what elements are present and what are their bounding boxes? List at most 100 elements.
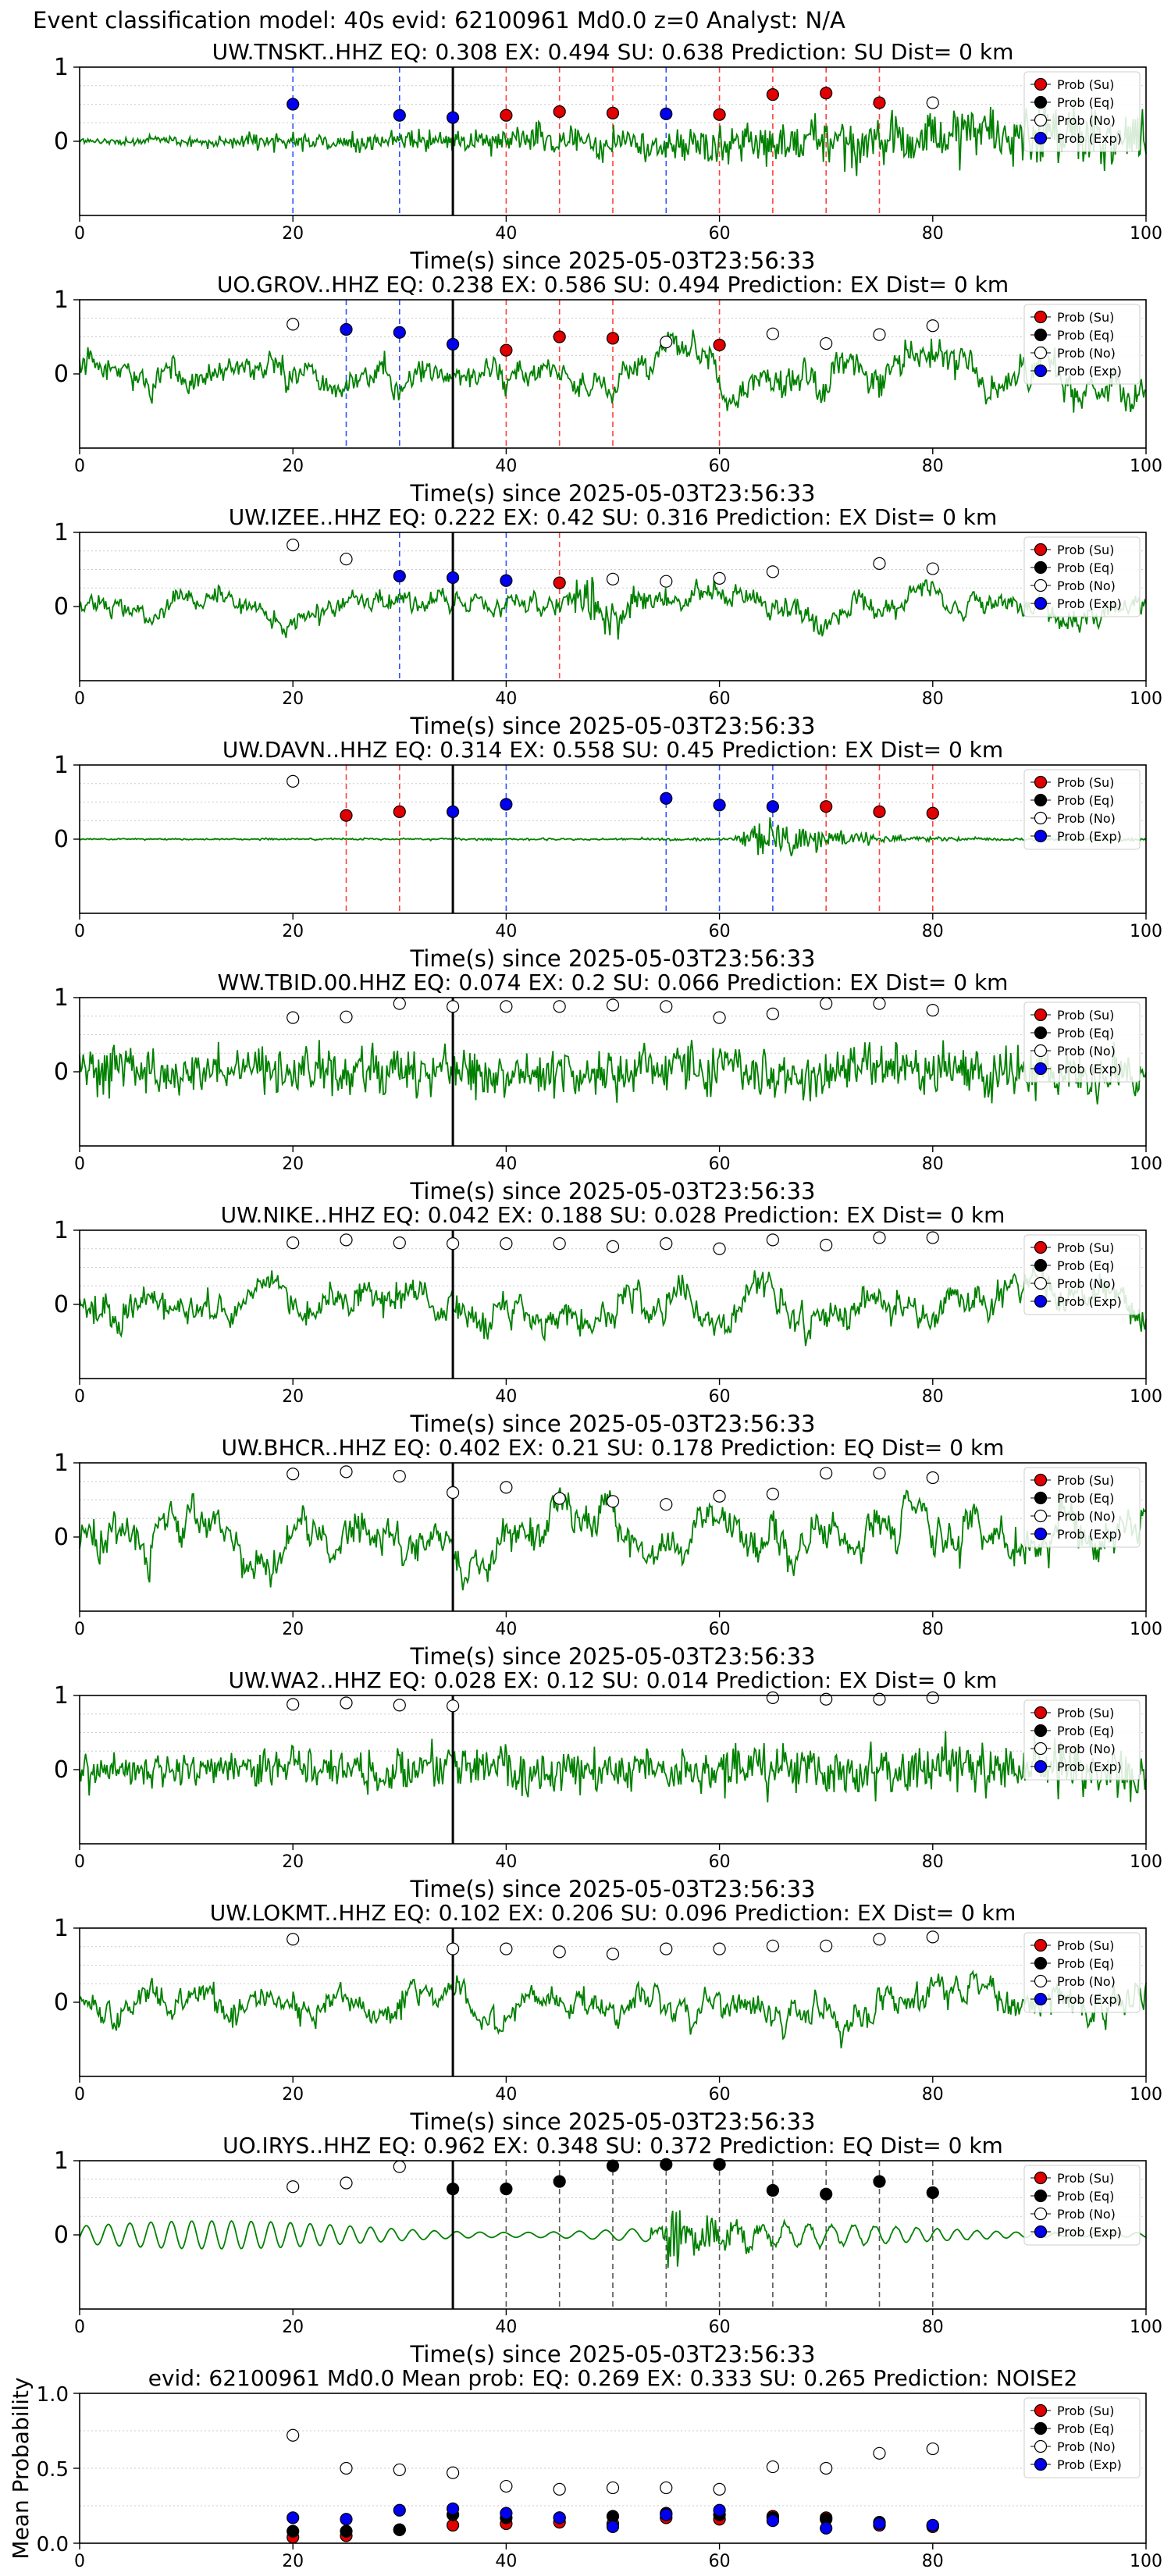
- legend-label: Prob (Eq): [1057, 328, 1114, 343]
- panel-uw-izee--hhz: UW.IZEE..HHZ EQ: 0.222 EX: 0.42 SU: 0.31…: [54, 504, 1162, 739]
- legend-frame: [1023, 2165, 1141, 2246]
- prob-point-no: [446, 2466, 460, 2479]
- prob-point-no: [713, 1242, 726, 1255]
- legend-marker-exp: [1034, 1527, 1048, 1541]
- x-tick-label: 80: [922, 2085, 944, 2105]
- prob-point-no: [766, 565, 780, 578]
- x-axis-label: Time(s) since 2025-05-03T23:56:33: [410, 1411, 816, 1437]
- prob-point-no: [873, 1231, 886, 1244]
- x-tick-label: 100: [1130, 2085, 1162, 2105]
- prob-point-no: [820, 2461, 833, 2475]
- prob-point-no: [606, 572, 620, 585]
- legend-frame: [1023, 1002, 1141, 1083]
- legend-marker-su: [1034, 543, 1048, 557]
- x-tick-label: 0: [74, 1387, 85, 1407]
- y-tick-label: 0: [54, 1756, 69, 1784]
- prob-point-no: [713, 1942, 726, 1955]
- legend-marker-no: [1034, 1509, 1048, 1523]
- prob-point-no: [500, 1000, 513, 1013]
- y-tick-label: 1: [54, 2147, 69, 2175]
- legend-marker-no: [1034, 1044, 1048, 1058]
- y-tick-label: 0: [54, 1059, 69, 1086]
- prob-point-eq: [873, 2175, 886, 2188]
- prob-point-su: [500, 109, 513, 122]
- prob-point-eq: [446, 2183, 460, 2196]
- x-tick-label: 20: [282, 2552, 304, 2571]
- legend-label: Prob (Exp): [1057, 2225, 1122, 2240]
- legend-marker-exp: [1034, 2457, 1048, 2471]
- prob-point-exp: [713, 2503, 726, 2517]
- prob-point-exp: [500, 798, 513, 811]
- panel-title: UW.IZEE..HHZ EQ: 0.222 EX: 0.42 SU: 0.31…: [229, 504, 998, 530]
- x-tick-label: 80: [922, 1620, 944, 1639]
- prob-point-eq: [287, 2524, 300, 2538]
- legend-label: Prob (Exp): [1057, 829, 1122, 844]
- legend-frame: [1023, 1234, 1141, 1315]
- x-tick-label: 60: [709, 689, 731, 709]
- x-tick-label: 20: [282, 922, 304, 941]
- prob-point-no: [446, 1485, 460, 1500]
- waveform-trace: [79, 329, 1147, 413]
- legend-label: Prob (No): [1057, 578, 1116, 593]
- waveform-trace: [79, 817, 1147, 856]
- x-axis-label: Time(s) since 2025-05-03T23:56:33: [410, 1643, 816, 1670]
- x-tick-label: 80: [922, 689, 944, 709]
- prob-point-no: [606, 1495, 620, 1508]
- x-tick-label: 40: [495, 457, 517, 476]
- legend-marker-eq: [1034, 1026, 1048, 1040]
- prob-point-exp: [393, 2503, 406, 2517]
- x-tick-label: 80: [922, 1155, 944, 1174]
- prob-point-no: [873, 2446, 886, 2460]
- panel-title: evid: 62100961 Md0.0 Mean prob: EQ: 0.26…: [148, 2365, 1078, 2391]
- legend-marker-su: [1034, 2403, 1048, 2418]
- panel-title: UW.BHCR..HHZ EQ: 0.402 EX: 0.21 SU: 0.17…: [222, 1435, 1005, 1461]
- x-tick-label: 20: [282, 1155, 304, 1174]
- waveform-trace: [79, 1040, 1147, 1105]
- prob-point-no: [660, 1942, 673, 1955]
- x-tick-label: 20: [282, 2318, 304, 2337]
- prob-point-no: [713, 1011, 726, 1024]
- y-tick-label: 1: [54, 519, 69, 546]
- x-tick-label: 20: [282, 1620, 304, 1639]
- legend-frame: [1023, 769, 1141, 850]
- x-tick-label: 0: [74, 224, 85, 244]
- legend-marker-eq: [1034, 2189, 1048, 2203]
- prob-point-no: [500, 1481, 513, 1494]
- legend-marker-exp: [1034, 1759, 1048, 1774]
- legend-marker-exp: [1034, 829, 1048, 843]
- legend-marker-exp: [1034, 1294, 1048, 1308]
- x-tick-label: 80: [922, 922, 944, 941]
- x-tick-label: 80: [922, 1852, 944, 1872]
- legend-label: Prob (Eq): [1057, 1724, 1114, 1738]
- prob-point-no: [713, 2482, 726, 2496]
- legend-label: Prob (Eq): [1057, 2421, 1114, 2436]
- prob-point-no: [553, 1492, 566, 1505]
- panel-title: WW.TBID.00.HHZ EQ: 0.074 EX: 0.2 SU: 0.0…: [218, 970, 1009, 995]
- prob-point-no: [660, 1000, 673, 1013]
- legend-marker-su: [1034, 310, 1048, 324]
- legend-label: Prob (No): [1057, 2207, 1116, 2222]
- legend-frame: [1023, 2397, 1141, 2478]
- prob-point-exp: [446, 571, 460, 585]
- x-tick-label: 0: [74, 2552, 85, 2571]
- y-tick-label: 0: [54, 593, 69, 621]
- legend: Prob (Su) Prob (Eq) Prob (No) Prob (Exp): [1023, 536, 1141, 617]
- x-tick-label: 60: [709, 2318, 731, 2337]
- legend-label: Prob (Exp): [1057, 1527, 1122, 1542]
- prob-point-no: [820, 1238, 833, 1252]
- x-tick-label: 40: [495, 2318, 517, 2337]
- legend-marker-su: [1034, 2171, 1048, 2185]
- prob-point-no: [873, 328, 886, 341]
- prob-point-no: [393, 997, 406, 1010]
- panel-title: UW.DAVN..HHZ EQ: 0.314 EX: 0.558 SU: 0.4…: [222, 737, 1003, 763]
- waveform-trace: [79, 1265, 1147, 1347]
- panel-mean-probability: evid: 62100961 Md0.0 Mean prob: EQ: 0.26…: [8, 2365, 1162, 2571]
- x-axis-label: Time(s) since 2025-05-03T23:56:33: [410, 713, 816, 739]
- legend: Prob (Su) Prob (Eq) Prob (No) Prob (Exp): [1023, 769, 1141, 850]
- legend-frame: [1023, 1932, 1141, 2013]
- prob-point-no: [926, 1231, 939, 1244]
- x-tick-label: 0: [74, 1155, 85, 1174]
- y-tick-label: 1: [54, 1915, 69, 1942]
- legend: Prob (Su) Prob (Eq) Prob (No) Prob (Exp): [1023, 2165, 1141, 2246]
- y-tick-label: 1: [54, 1682, 69, 1710]
